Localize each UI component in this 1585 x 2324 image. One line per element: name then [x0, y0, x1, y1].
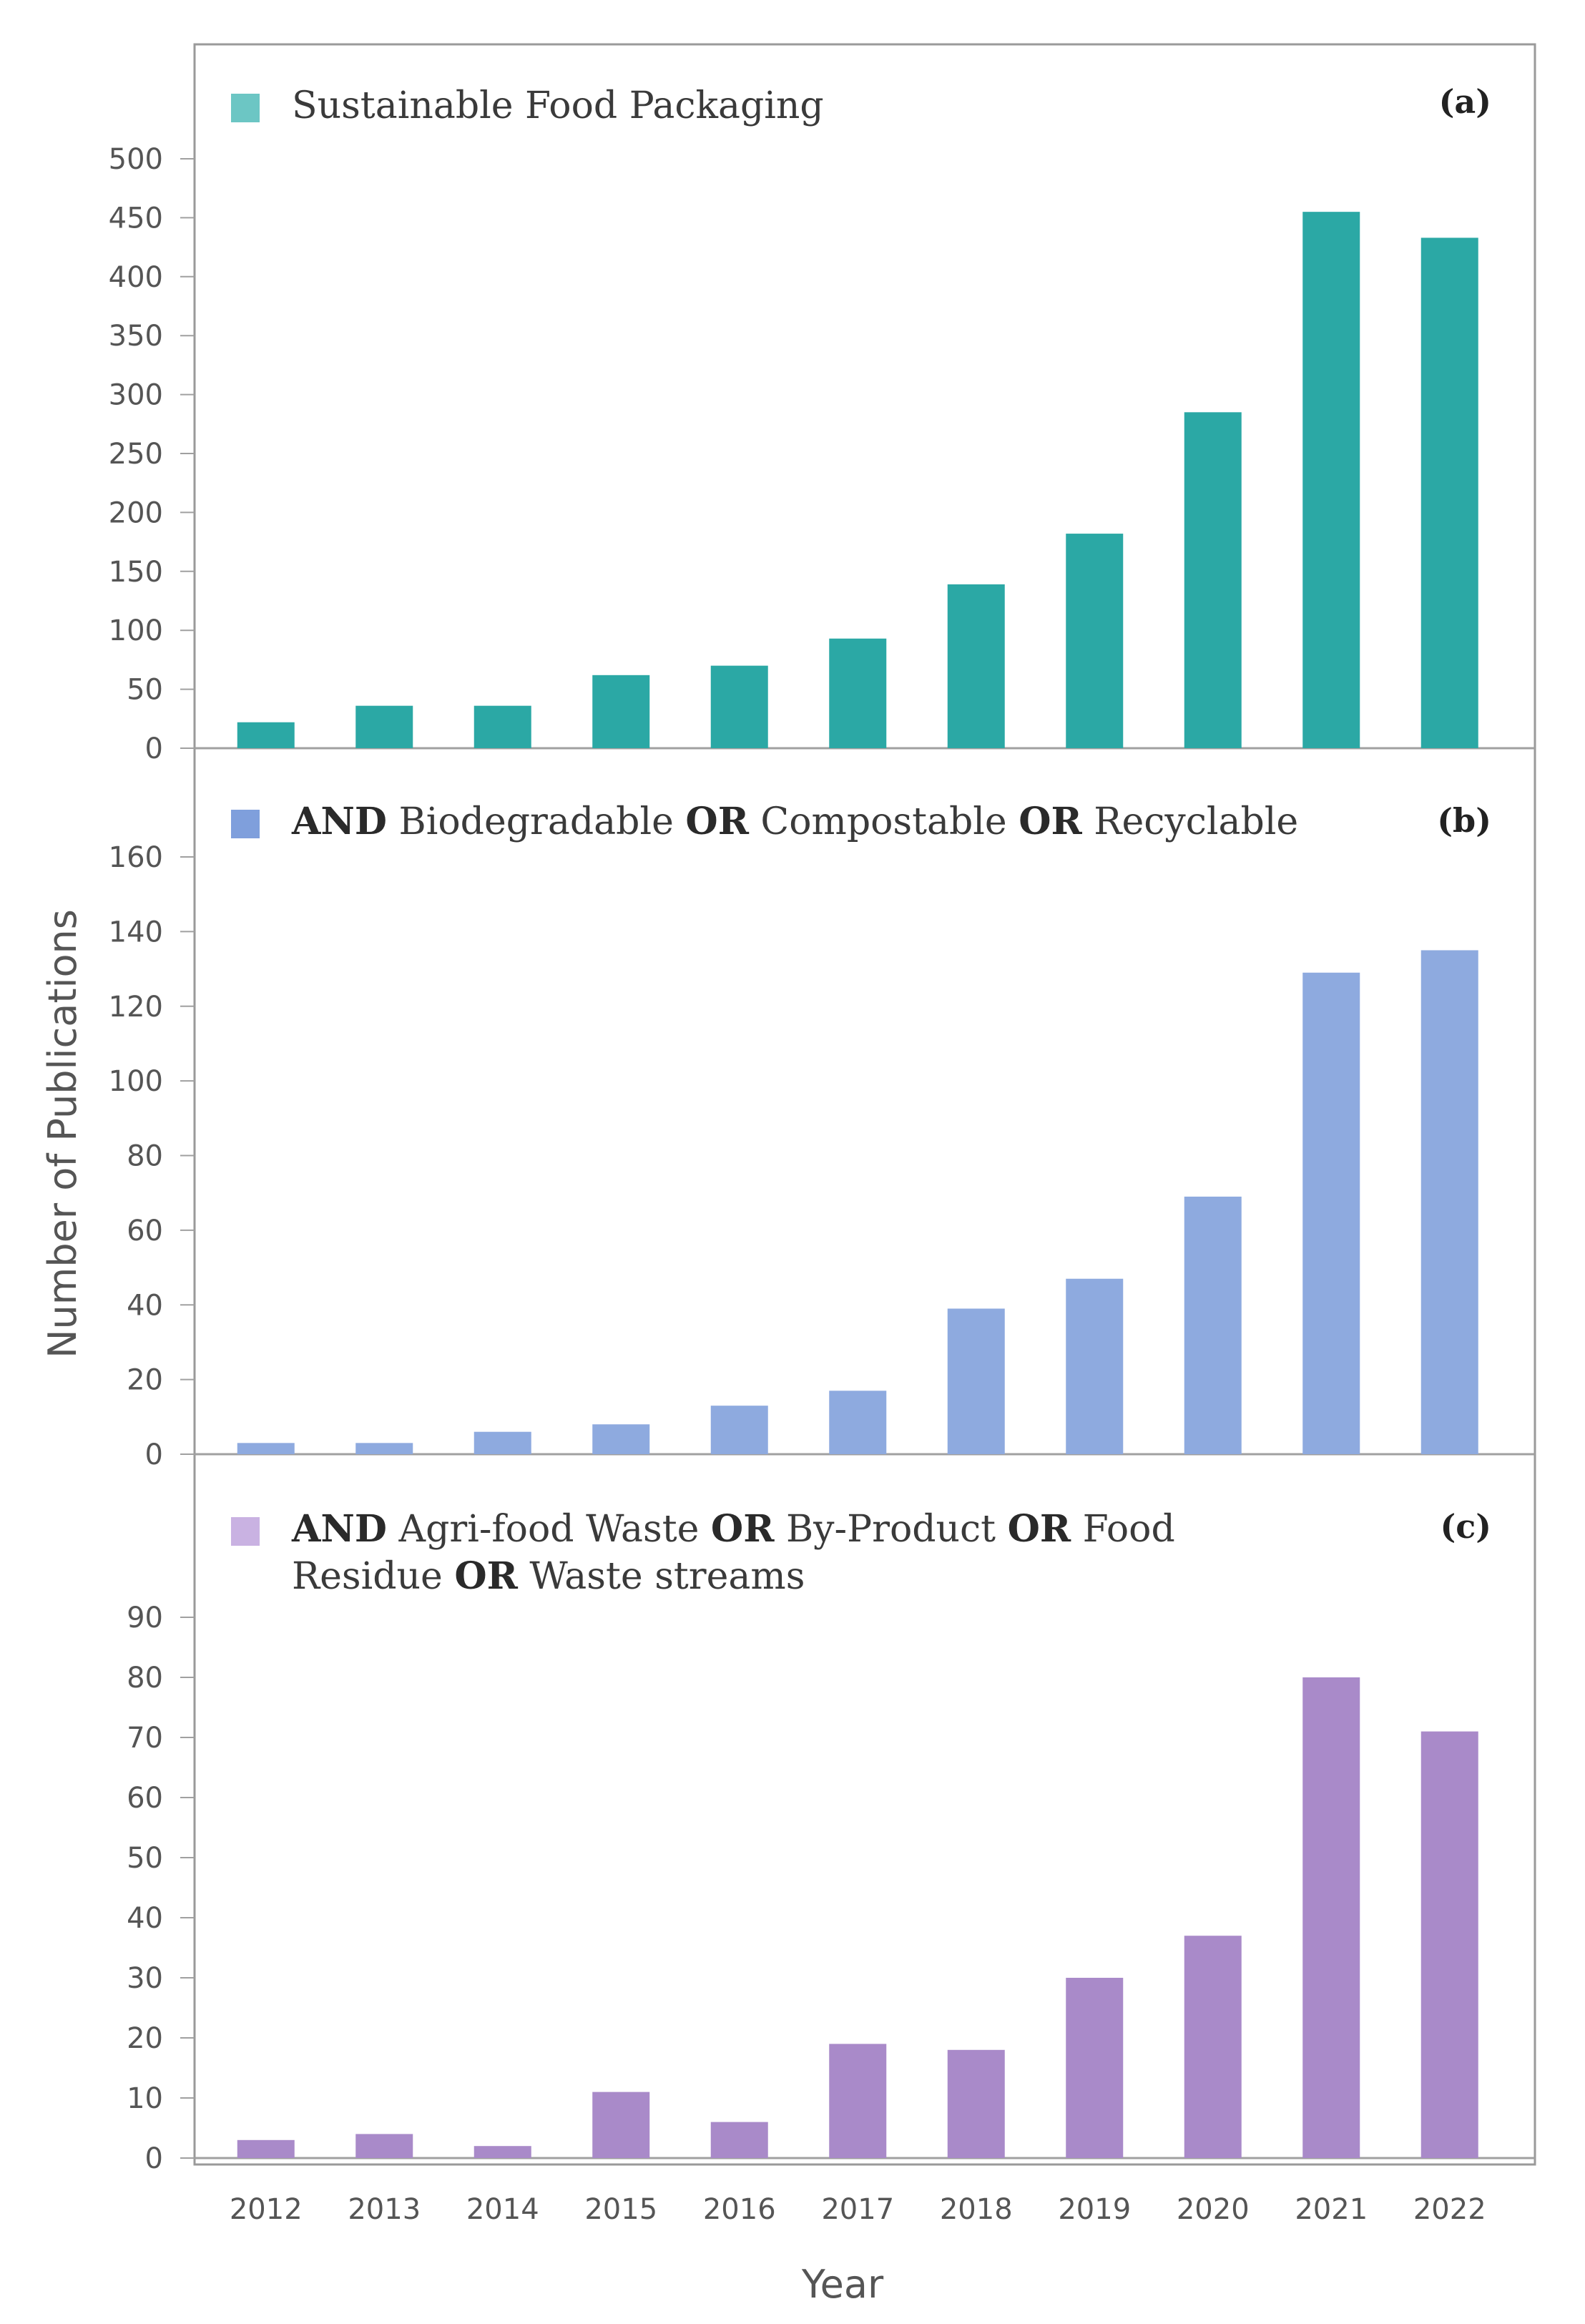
y-tick-label: 400 — [109, 261, 163, 294]
bar-2014 — [473, 2146, 531, 2158]
bar-2013 — [355, 705, 413, 748]
x-tick-label: 2022 — [1413, 2193, 1486, 2226]
x-tick-label: 2020 — [1177, 2193, 1250, 2226]
x-tick-label: 2021 — [1295, 2193, 1368, 2226]
y-tick-label: 60 — [127, 1215, 163, 1247]
bar-2020 — [1184, 412, 1242, 748]
bar-2022 — [1420, 237, 1478, 748]
y-tick-label: 500 — [109, 143, 163, 176]
y-tick-label: 120 — [109, 991, 163, 1024]
x-axis-ticks: 2012 2013 2014 2015 2016 2017 2018 2019 2020 2021… — [230, 2193, 1486, 2226]
y-tick-label: 50 — [127, 674, 163, 707]
y-tick-label: 250 — [109, 438, 163, 471]
y-axis-title: Number of Publications — [40, 909, 85, 1358]
bar-2022 — [1420, 950, 1478, 1454]
bar-2012 — [237, 722, 295, 748]
x-tick-label: 2018 — [940, 2193, 1013, 2226]
y-tick-label: 0 — [145, 2142, 163, 2175]
bar-2015 — [592, 675, 650, 748]
legend-label: Sustainable Food Packaging — [292, 84, 824, 127]
panel-label: (b) — [1437, 801, 1491, 840]
bar-2016 — [710, 2122, 768, 2158]
x-tick-label: 2013 — [348, 2193, 421, 2226]
y-tick-label: 0 — [145, 732, 163, 765]
bar-2018 — [947, 1308, 1005, 1454]
legend-swatch — [231, 810, 260, 838]
legend-label: AND Biodegradable OR Compostable OR Recy… — [291, 800, 1298, 843]
y-tick-label: 20 — [127, 1364, 163, 1397]
y-tick-label: 150 — [109, 556, 163, 589]
y-tick-label: 160 — [109, 841, 163, 874]
bar-2013 — [355, 2134, 413, 2158]
x-tick-label: 2014 — [466, 2193, 539, 2226]
y-tick-label: 50 — [127, 1842, 163, 1875]
bar-2014 — [473, 1431, 531, 1454]
y-tick-label: 80 — [127, 1662, 163, 1695]
y-tick-label: 60 — [127, 1782, 163, 1815]
y-tick-label: 40 — [127, 1289, 163, 1322]
bar-2012 — [237, 1443, 295, 1454]
y-tick-label: 0 — [145, 1438, 163, 1471]
y-tick-label: 100 — [109, 1065, 163, 1098]
x-tick-label: 2015 — [584, 2193, 657, 2226]
x-tick-label: 2012 — [230, 2193, 303, 2226]
bar-2012 — [237, 2139, 295, 2158]
legend-swatch — [231, 1517, 260, 1546]
y-tick-label: 10 — [127, 2082, 163, 2115]
bar-2016 — [710, 1406, 768, 1454]
bar-2018 — [947, 2049, 1005, 2158]
y-tick-label: 450 — [109, 202, 163, 235]
y-tick-label: 200 — [109, 496, 163, 529]
bar-2013 — [355, 1443, 413, 1454]
bar-2017 — [829, 1391, 887, 1454]
y-tick-label: 300 — [109, 379, 163, 412]
bar-2018 — [947, 584, 1005, 748]
y-tick-label: 20 — [127, 2022, 163, 2055]
bar-2015 — [592, 2092, 650, 2158]
y-tick-label: 40 — [127, 1902, 163, 1935]
bar-2017 — [829, 2044, 887, 2158]
bar-2021 — [1302, 1677, 1360, 2158]
bar-2019 — [1066, 534, 1124, 748]
x-tick-label: 2017 — [821, 2193, 894, 2226]
bar-2022 — [1420, 1731, 1478, 2158]
y-tick-label: 30 — [127, 1962, 163, 1995]
x-axis-title: Year — [801, 2262, 884, 2307]
panel-a: 0 50 100 150 200 250 300 350 400 450 500 Sustainabl… — [109, 82, 1535, 765]
panel-label: (c) — [1440, 1507, 1491, 1546]
bar-2016 — [710, 665, 768, 748]
figure-frame — [193, 43, 1536, 2166]
bar-2019 — [1066, 1278, 1124, 1454]
bar-2021 — [1302, 212, 1360, 748]
y-tick-label: 100 — [109, 614, 163, 647]
panel-b: 0 20 40 60 80 100 120 140 160 AND Biodegradable O… — [109, 800, 1535, 1471]
chart-panels: 050100150200250300350400450500Sustainabl… — [109, 82, 1535, 2175]
y-tick-label: 90 — [127, 1602, 163, 1634]
panel-c: 0 10 20 30 40 50 60 70 80 90 AND Agri-food Waste O… — [127, 1507, 1535, 2175]
x-tick-label: 2016 — [703, 2193, 776, 2226]
legend-swatch — [231, 94, 260, 122]
y-tick-label: 350 — [109, 320, 163, 353]
bar-2015 — [592, 1424, 650, 1454]
bar-2019 — [1066, 1978, 1124, 2158]
legend-label: AND Agri-food Waste OR By-Product OR Foo… — [291, 1507, 1175, 1598]
y-tick-label: 70 — [127, 1722, 163, 1755]
panel-label: (a) — [1439, 82, 1491, 121]
bar-2020 — [1184, 1936, 1242, 2158]
bar-2014 — [473, 705, 531, 748]
x-tick-label: 2019 — [1058, 2193, 1131, 2226]
y-tick-label: 140 — [109, 916, 163, 948]
bar-2017 — [829, 638, 887, 748]
bar-2021 — [1302, 972, 1360, 1454]
bar-2020 — [1184, 1196, 1242, 1454]
y-tick-label: 80 — [127, 1140, 163, 1173]
